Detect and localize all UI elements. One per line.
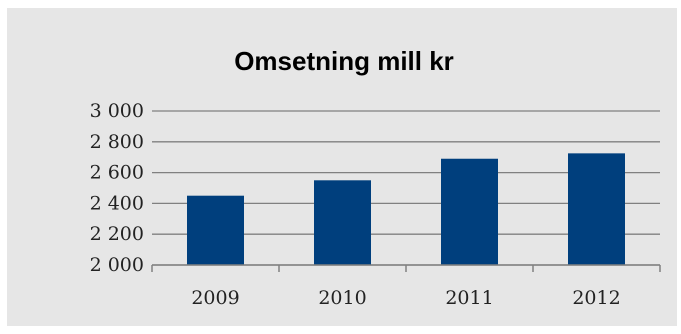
y-tick-label: 2 600 — [90, 162, 144, 184]
y-tick-label: 2 400 — [90, 192, 144, 214]
y-tick-label: 3 000 — [90, 100, 144, 122]
y-tick-label: 2 000 — [90, 254, 144, 276]
y-tick-label: 2 200 — [90, 223, 144, 245]
x-tick-label: 2010 — [318, 287, 366, 309]
chart-title: Omsetning mill kr — [234, 46, 454, 76]
bar-2010 — [314, 180, 371, 265]
bars — [187, 153, 625, 265]
x-tick-label: 2012 — [572, 287, 620, 309]
bar-2012 — [568, 153, 625, 265]
y-tick-label: 2 800 — [90, 131, 144, 153]
chart-area: Omsetning mill kr 2 000 2 200 2 400 2 600 2 … — [7, 8, 677, 326]
bar-2009 — [187, 195, 244, 265]
axes — [151, 264, 661, 272]
x-tick-label: 2011 — [445, 287, 493, 309]
x-tick-label: 2009 — [191, 287, 239, 309]
bar-2011 — [441, 158, 498, 265]
tick-labels: 2 000 2 200 2 400 2 600 2 800 3 000 2009 2010 20… — [90, 100, 621, 309]
